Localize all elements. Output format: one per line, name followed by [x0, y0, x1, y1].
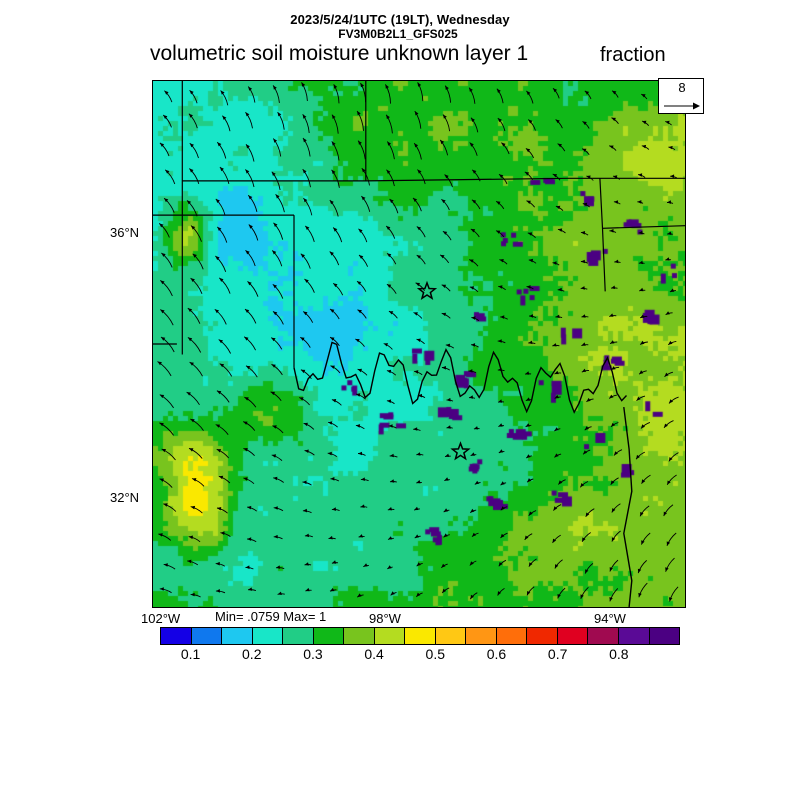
header-date-line: 2023/5/24/1UTC (19LT), Wednesday	[290, 12, 510, 27]
colorbar-tick-labels: 0.1 0.2 0.3 0.4 0.5 0.6 0.7 0.8	[160, 646, 680, 666]
colorbar-segment	[466, 628, 497, 644]
colorbar-segment	[435, 628, 467, 644]
colorbar-tick: 0.2	[242, 646, 262, 662]
page-title: volumetric soil moisture unknown layer 1	[150, 42, 529, 65]
colorbar-segment	[252, 628, 284, 644]
colorbar-segment	[313, 628, 345, 644]
colorbar-tick: 0.1	[180, 646, 201, 662]
colorbar-segment	[588, 628, 619, 644]
colorbar-segment	[557, 628, 589, 644]
axis-label-lat-32: 32°N	[110, 490, 140, 505]
wind-vector-key: 8	[658, 78, 704, 114]
colorbar-segment	[649, 628, 680, 644]
colorbar-segment	[161, 628, 192, 644]
colorbar-tick: 0.4	[364, 646, 384, 662]
soil-moisture-heatmap	[153, 81, 685, 607]
colorbar-tick: 0.3	[303, 646, 323, 662]
star-marker	[416, 280, 438, 301]
axis-label-lon-98: 98°W	[369, 611, 401, 626]
colorbar-tick: 0.5	[425, 646, 446, 662]
colorbar[interactable]	[160, 627, 680, 645]
wind-key-value: 8	[678, 80, 686, 95]
colorbar-segment	[405, 628, 436, 644]
map-plot-area[interactable]	[152, 80, 686, 608]
colorbar-segment	[191, 628, 223, 644]
header-model-line: FV3M0B2L1_GFS025	[338, 27, 458, 41]
axis-label-lat-36: 36°N	[110, 225, 140, 240]
wind-vector-overlay	[153, 81, 685, 607]
colorbar-tick: 0.7	[547, 646, 568, 662]
colorbar-segment	[496, 628, 528, 644]
colorbar-tick: 0.6	[486, 646, 507, 662]
minmax-stats-label: Min= .0759 Max= 1	[215, 609, 327, 624]
wind-vector-arrow-icon	[664, 102, 700, 110]
colorbar-segment	[222, 628, 253, 644]
colorbar-segment	[374, 628, 406, 644]
colorbar-tick: 0.8	[609, 646, 629, 662]
axis-label-lon-102: 102°W	[141, 611, 181, 626]
colorbar-segment	[344, 628, 375, 644]
colorbar-segment	[283, 628, 314, 644]
star-marker	[450, 441, 471, 461]
units-label: fraction	[600, 44, 666, 66]
axis-label-lon-94: 94°W	[594, 611, 626, 626]
colorbar-segment	[618, 628, 650, 644]
colorbar-segment	[527, 628, 558, 644]
